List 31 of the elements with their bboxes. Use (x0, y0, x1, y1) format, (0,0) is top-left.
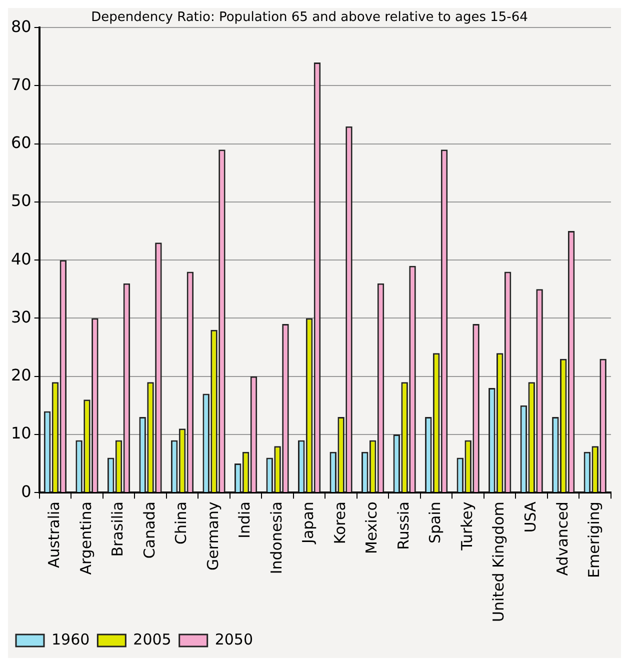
x-tick-label: China (172, 502, 190, 544)
legend-label: 1960 (52, 630, 90, 648)
x-tick-label: Argentina (76, 502, 95, 575)
chart-title: Dependency Ratio: Population 65 and above relative to ages 15-64 (91, 10, 528, 26)
x-tick-label: Brasilia (108, 502, 127, 557)
x-tick-label: Emeriging (585, 502, 604, 578)
x-tick-label: Mexico (362, 502, 381, 554)
y-tick-label: 70 (11, 74, 32, 94)
x-tick-label: United Kingdom (490, 502, 508, 622)
y-tick-label: 40 (11, 249, 32, 268)
x-tick-label: Turkey (458, 501, 476, 552)
y-tick-label: 10 (11, 424, 32, 443)
x-tick-label: Japan (299, 502, 318, 544)
legend-label: 2050 (214, 630, 254, 648)
x-tick-label: Russia (394, 502, 412, 550)
x-tick-label: Indonesia (267, 502, 286, 574)
y-tick-label: 50 (11, 191, 32, 210)
x-tick-label: Canada (140, 502, 158, 559)
x-tick-label: Germany (204, 501, 222, 571)
y-tick-label: 0 (21, 482, 32, 501)
y-tick-label: 30 (11, 307, 32, 326)
y-tick-label: 20 (11, 366, 32, 385)
x-tick-label: Spain (426, 502, 444, 544)
x-tick-label: India (236, 502, 254, 538)
x-tick-label: USA (521, 500, 540, 533)
x-tick-label: Australia (45, 502, 64, 568)
x-tick-label: Korea (330, 502, 349, 544)
x-tick-label: Advanced (553, 502, 572, 576)
y-tick-label: 80 (11, 16, 32, 36)
legend-label: 2005 (133, 630, 172, 648)
y-tick-label: 60 (11, 133, 32, 152)
